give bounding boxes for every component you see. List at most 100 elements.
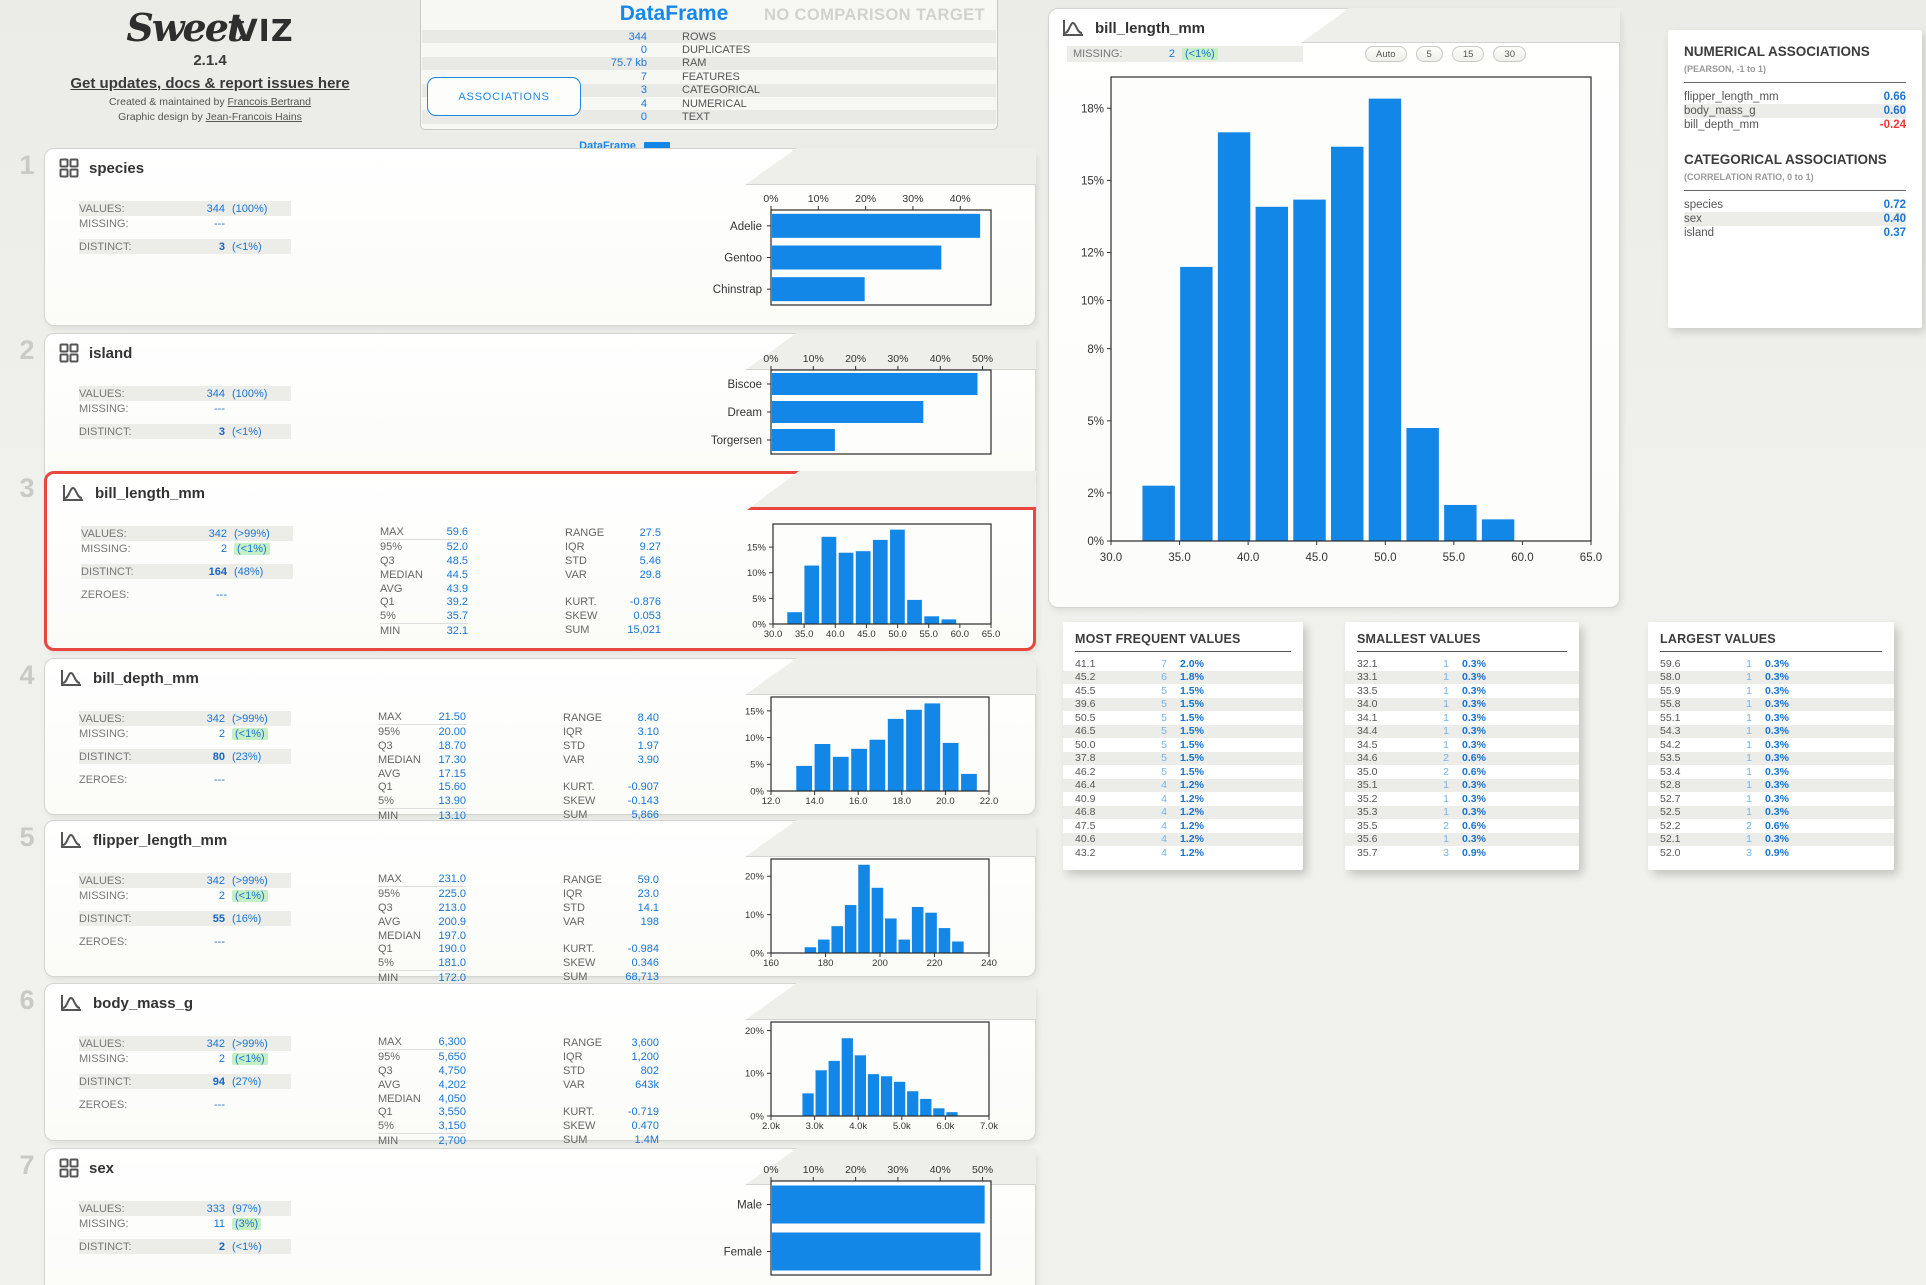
stat-row [563,1092,659,1106]
svg-text:20%: 20% [845,1164,866,1176]
feature-counts: VALUES: 342 (>99%) MISSING: 2 (<1%) DISTINCT… [79,873,291,949]
svg-text:0%: 0% [750,1111,764,1122]
svg-text:3.0k: 3.0k [806,1121,824,1132]
svg-text:50%: 50% [972,1164,993,1176]
svg-text:5.0k: 5.0k [893,1121,911,1132]
hist-bins-button-15[interactable]: 15 [1451,46,1485,62]
feature-name: island [89,344,133,362]
svg-text:15%: 15% [747,542,767,553]
most-frequent-values-box: MOST FREQUENT VALUES 41.1 7 2.0% 45.2 6 1.8% 4… [1063,622,1303,870]
svg-text:0%: 0% [763,353,778,365]
author-link[interactable]: Francois Bertrand [227,96,311,108]
sweetviz-logo: SweetVIZ [126,5,294,50]
largest-values-box: LARGEST VALUES 59.6 1 0.3% 58.0 1 0.3% 55.9 1 0.… [1648,622,1894,870]
card-tab-notch [745,148,1036,185]
version-label: 2.1.4 [193,52,227,69]
stat-row: MEDIAN 44.5 [380,568,468,581]
feature-counts: VALUES: 344 (100%) MISSING: --- DISTINCT: 3(… [79,386,291,439]
svg-text:10%: 10% [1081,296,1104,308]
svg-text:2.0k: 2.0k [762,1121,780,1132]
svg-text:Dream: Dream [727,407,762,419]
hist-bins-button-30[interactable]: 30 [1493,46,1526,62]
svg-text:40.0: 40.0 [826,629,845,640]
categorical-associations-title: CATEGORICAL ASSOCIATIONS [1684,152,1887,167]
table-row: 40.6 4 1.2% [1063,832,1303,846]
feature-card-bill-depth[interactable]: bill_depth_mm VALUES: 342 (>99%) MISSING: 2… [44,658,1036,822]
hist-bins-button-5[interactable]: 5 [1415,46,1443,62]
body-mass-mini-histogram: 0% 10% 20% 2.0k 3.0k 4.0k 5.0k 6.0k 7.0k [741,1016,999,1134]
sex-bar-chart: 0% 10% 20% 30% 40% 50% Male Female [601,1159,993,1277]
smallest-values-box: SMALLEST VALUES 32.1 1 0.3% 33.1 1 0.3% 33.5 1 0… [1345,622,1579,870]
table-title: MOST FREQUENT VALUES [1075,632,1241,646]
panel-feature-name: bill_length_mm [1095,19,1206,37]
svg-text:10%: 10% [747,568,767,579]
table-row: 53.5 1 0.3% [1648,751,1894,765]
feature-card-island[interactable]: island VALUES: 344 (100%) MISSING: --- DIST… [44,333,1036,481]
stat-row: AVG 200.9 [378,915,466,928]
table-row: 35.1 1 0.3% [1345,778,1579,792]
feature-card-sex[interactable]: sex VALUES: 333 (97%) MISSING: 11 (3%) DISTI… [44,1148,1036,1285]
table-row: 41.1 7 2.0% [1075,657,1204,670]
svg-text:65.0: 65.0 [1580,552,1602,564]
stat-row: IQR 23.0 [563,887,659,900]
table-row: 55.9 1 0.3% [1660,684,1789,697]
feature-stats-spread: RANGE 3,600 IQR 1,200 STD 802 VAR 643k KURT. -0.7… [563,1036,659,1147]
svg-text:5%: 5% [752,594,766,605]
feature-number-6: 6 [19,985,35,1015]
stat-row: KURT. -0.719 [563,1106,659,1119]
stat-row: STD 802 [563,1064,659,1077]
svg-text:12%: 12% [1081,248,1104,260]
stat-row: SUM 5,866 [563,809,659,822]
divider [1075,651,1291,652]
hist-bins-button-auto[interactable]: Auto [1365,46,1407,62]
stat-row: 5% 181.0 [378,957,466,970]
numerical-associations-title: NUMERICAL ASSOCIATIONS [1684,44,1870,59]
stat-row: MEDIAN 4,050 [378,1092,466,1105]
table-row: 35.0 2 0.6% [1357,765,1486,778]
feature-card-flipper-length[interactable]: flipper_length_mm VALUES: 342 (>99%) MISSI… [44,820,1036,984]
feature-stats-quantiles: MAX 59.6 95% 52.0 Q3 48.5 MEDIAN 44.5 AVG 43.9 Q1 3… [380,526,468,637]
svg-text:65.0: 65.0 [982,629,1001,640]
stat-row: 5% 13.90 [378,795,466,808]
svg-text:60.0: 60.0 [1511,552,1533,564]
feature-number-3: 3 [19,473,35,503]
svg-text:160: 160 [763,958,779,969]
island-bar-chart: 0% 10% 20% 30% 40% 50% Biscoe Dream Torgersen [601,346,993,456]
table-title: LARGEST VALUES [1660,632,1776,646]
associations-button[interactable]: ASSOCIATIONS [427,77,581,116]
svg-text:10%: 10% [808,193,829,205]
table-row: 37.8 5 1.5% [1063,751,1303,765]
stat-row: Q1 39.2 [380,596,468,609]
histogram-icon [61,483,85,503]
stat-row: STD 5.46 [565,554,661,567]
svg-text:20%: 20% [745,1026,765,1037]
association-row: flipper_length_mm 0.66 [1684,91,1906,103]
designer-link[interactable]: Jean-Francois Hains [205,111,302,123]
categorical-icon [59,158,79,178]
table-row: 54.3 1 0.3% [1648,724,1894,738]
stat-row: STD 14.1 [563,901,659,914]
feature-card-body-mass[interactable]: body_mass_g VALUES: 342 (>99%) MISSING: 2 (<… [44,983,1036,1147]
smallest-values-rows: 32.1 1 0.3% 33.1 1 0.3% 33.5 1 0.3% 34.0 1 0.3% 34.1… [1345,657,1579,860]
bill-depth-mini-histogram: 0% 5% 10% 15% 12.0 14.0 16.0 18.0 20.0 22.0 [741,691,999,809]
updates-link[interactable]: Get updates, docs & report issues here [70,75,350,92]
card-tab-notch [745,658,1036,695]
divider [1660,651,1882,652]
stat-row: VAR 29.8 [565,568,661,581]
svg-text:55.0: 55.0 [919,629,938,640]
feature-card-species[interactable]: species VALUES: 344 (100%) MISSING: --- DIS… [44,148,1036,326]
stat-row: 95% 20.00 [378,725,466,738]
stat-row: MAX 6,300 [378,1036,466,1050]
table-row: 43.2 4 1.2% [1075,846,1204,859]
table-row: 35.2 1 0.3% [1357,792,1486,805]
feature-stats-spread: RANGE 8.40 IQR 3.10 STD 1.97 VAR 3.90 KURT. -0.90… [563,711,659,822]
feature-stats-quantiles: MAX 231.0 95% 225.0 Q3 213.0 AVG 200.9 MEDIAN 197… [378,873,466,984]
stat-row [565,582,661,596]
card-title: species [59,158,144,178]
feature-card-bill-length[interactable]: bill_length_mm VALUES: 342 (>99%) MISSING:… [44,471,1036,651]
stat-row: MIN 32.1 [380,623,468,637]
svg-text:40%: 40% [930,353,951,365]
card-title: island [59,343,132,363]
stat-row: 95% 5,650 [378,1050,466,1063]
svg-text:16.0: 16.0 [849,796,868,807]
